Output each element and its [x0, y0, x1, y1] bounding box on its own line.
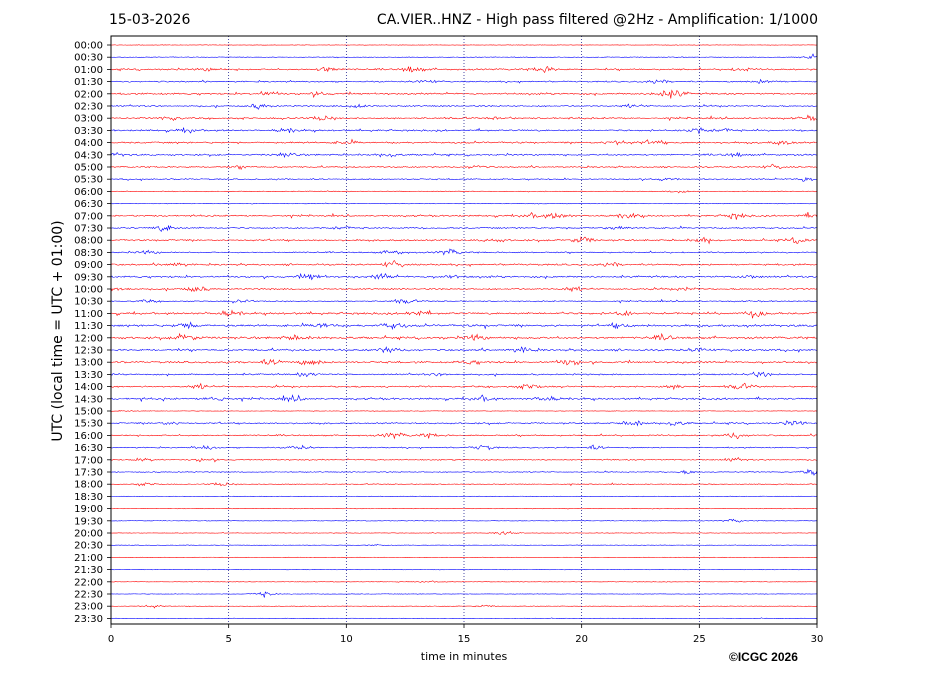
y-tick-label: 18:00	[74, 480, 103, 491]
trace-2000	[110, 531, 818, 535]
y-tick-label: 23:00	[74, 602, 103, 613]
x-tick-label: 25	[693, 634, 706, 645]
trace-group	[110, 44, 818, 620]
y-axis-label: UTC (local time = UTC + 01:00)	[50, 220, 66, 441]
y-tick-label: 16:30	[74, 443, 103, 454]
y-tick-label: 07:30	[74, 224, 103, 235]
trace-1100	[110, 309, 818, 319]
y-tick-label: 13:30	[74, 370, 103, 381]
y-tick-label: 02:00	[74, 89, 103, 100]
y-tick-label: 01:00	[74, 65, 103, 76]
trace-0500	[110, 163, 818, 171]
trace-2100	[110, 556, 818, 558]
y-tick-label: 17:00	[74, 455, 103, 466]
trace-0400	[110, 138, 818, 146]
trace-1900	[110, 507, 818, 510]
x-axis-ticks: 0 5 10 15 20 25 30	[108, 624, 824, 645]
y-tick-label: 21:00	[74, 553, 103, 564]
trace-0200	[110, 89, 818, 99]
y-tick-label: 03:00	[74, 114, 103, 125]
y-tick-label: 11:30	[74, 321, 103, 332]
y-tick-label: 10:30	[74, 297, 103, 308]
y-tick-label: 16:00	[74, 431, 103, 442]
y-tick-label: 06:30	[74, 199, 103, 210]
y-tick-label: 19:00	[74, 504, 103, 515]
trace-1330	[110, 371, 818, 378]
y-tick-label: 20:30	[74, 541, 103, 552]
trace-0600	[110, 190, 818, 194]
trace-0430	[110, 151, 818, 159]
y-tick-label: 13:00	[74, 358, 103, 369]
y-tick-label: 04:30	[74, 150, 103, 161]
y-tick-label: 01:30	[74, 77, 103, 88]
x-tick-label: 0	[108, 634, 114, 645]
y-tick-label: 11:00	[74, 309, 103, 320]
grid-lines	[228, 36, 700, 624]
trace-0630	[110, 202, 818, 205]
y-tick-label: 20:00	[74, 529, 103, 540]
x-tick-label: 15	[458, 634, 471, 645]
y-tick-label: 12:00	[74, 333, 103, 344]
y-tick-label: 10:00	[74, 285, 103, 296]
y-tick-label: 14:30	[74, 394, 103, 405]
chart-title: CA.VIER..HNZ - High pass filtered @2Hz -…	[376, 12, 818, 28]
trace-0530	[110, 176, 818, 182]
y-tick-label: 19:30	[74, 516, 103, 527]
y-tick-label: 22:00	[74, 577, 103, 588]
trace-0000	[110, 44, 818, 46]
y-tick-label: 09:00	[74, 260, 103, 271]
y-tick-label: 09:30	[74, 272, 103, 283]
trace-2130	[110, 569, 818, 571]
trace-1930	[110, 518, 818, 523]
y-tick-label: 05:00	[74, 163, 103, 174]
trace-1130	[110, 321, 818, 331]
y-tick-label: 15:30	[74, 419, 103, 430]
date-label: 15-03-2026	[109, 12, 191, 28]
y-tick-label: 08:00	[74, 236, 103, 247]
x-tick-label: 20	[575, 634, 588, 645]
trace-2030	[110, 543, 818, 547]
y-tick-label: 18:30	[74, 492, 103, 503]
trace-1200	[110, 332, 818, 342]
trace-1830	[110, 495, 818, 498]
y-tick-label: 04:00	[74, 138, 103, 149]
trace-1300	[110, 358, 818, 366]
y-tick-label: 08:30	[74, 248, 103, 259]
trace-1030	[110, 298, 818, 305]
y-tick-label: 14:00	[74, 382, 103, 393]
y-tick-label: 07:00	[74, 211, 103, 222]
x-tick-label: 5	[225, 634, 231, 645]
y-tick-label: 22:30	[74, 590, 103, 601]
x-tick-label: 30	[811, 634, 824, 645]
y-tick-label: 21:30	[74, 565, 103, 576]
y-tick-label: 12:30	[74, 346, 103, 357]
y-tick-label: 17:30	[74, 468, 103, 479]
trace-1500	[110, 410, 818, 412]
trace-1430	[110, 394, 818, 403]
y-tick-label: 02:30	[74, 102, 103, 113]
y-tick-label: 15:00	[74, 407, 103, 418]
y-tick-label: 23:30	[74, 614, 103, 625]
y-tick-label: 00:00	[74, 41, 103, 52]
y-tick-label: 03:30	[74, 126, 103, 137]
trace-2200	[110, 580, 818, 583]
x-tick-label: 10	[340, 634, 353, 645]
y-tick-label: 06:00	[74, 187, 103, 198]
y-tick-label: 00:30	[74, 53, 103, 64]
trace-1230	[110, 346, 818, 354]
x-axis-label: time in minutes	[421, 650, 508, 663]
y-tick-label: 05:30	[74, 175, 103, 186]
copyright-label: ©ICGC 2026	[729, 650, 798, 664]
